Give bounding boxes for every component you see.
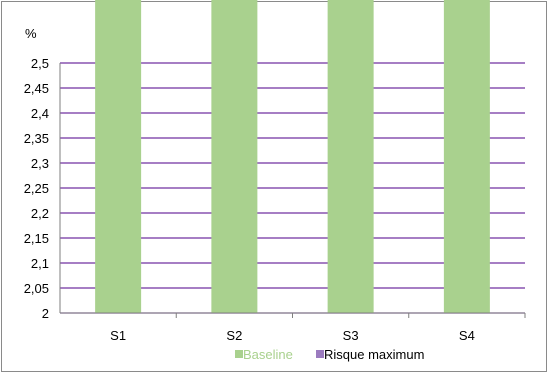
y-tick-label: 2,4 bbox=[31, 106, 49, 121]
x-tick-label: S3 bbox=[343, 328, 359, 343]
y-tick-labels: 2 2,05 2,1 2,15 2,2 2,25 2,3 2,35 2,4 2,45 2,5 bbox=[24, 56, 49, 321]
bars bbox=[95, 0, 490, 313]
legend-label: Risque maximum bbox=[324, 347, 424, 362]
bar-baseline-s1 bbox=[95, 0, 142, 313]
y-tick-label: 2,1 bbox=[31, 256, 49, 271]
bar-baseline-s4 bbox=[443, 0, 490, 313]
x-tick-label: S4 bbox=[459, 328, 475, 343]
y-tick-label: 2,3 bbox=[31, 156, 49, 171]
legend: Baseline Risque maximum bbox=[235, 347, 424, 362]
y-tick-label: 2,5 bbox=[31, 56, 49, 71]
y-tick-label: 2,05 bbox=[24, 281, 49, 296]
y-tick-label: 2,15 bbox=[24, 231, 49, 246]
x-tick-label: S1 bbox=[110, 328, 126, 343]
y-axis-unit-label: % bbox=[25, 26, 37, 41]
legend-swatch-risque-maximum bbox=[316, 350, 324, 358]
y-tick-label: 2,25 bbox=[24, 181, 49, 196]
legend-swatch-baseline bbox=[235, 350, 243, 358]
bar-baseline-s3 bbox=[327, 0, 374, 313]
y-tick-label: 2 bbox=[42, 306, 49, 321]
x-tick-label: S2 bbox=[226, 328, 242, 343]
bar-baseline-s2 bbox=[211, 0, 258, 313]
y-tick-label: 2,35 bbox=[24, 131, 49, 146]
legend-label: Baseline bbox=[243, 347, 293, 362]
y-tick-label: 2,45 bbox=[24, 81, 49, 96]
x-tick-labels: S1 S2 S3 S4 bbox=[60, 312, 526, 343]
y-tick-label: 2,2 bbox=[31, 206, 49, 221]
